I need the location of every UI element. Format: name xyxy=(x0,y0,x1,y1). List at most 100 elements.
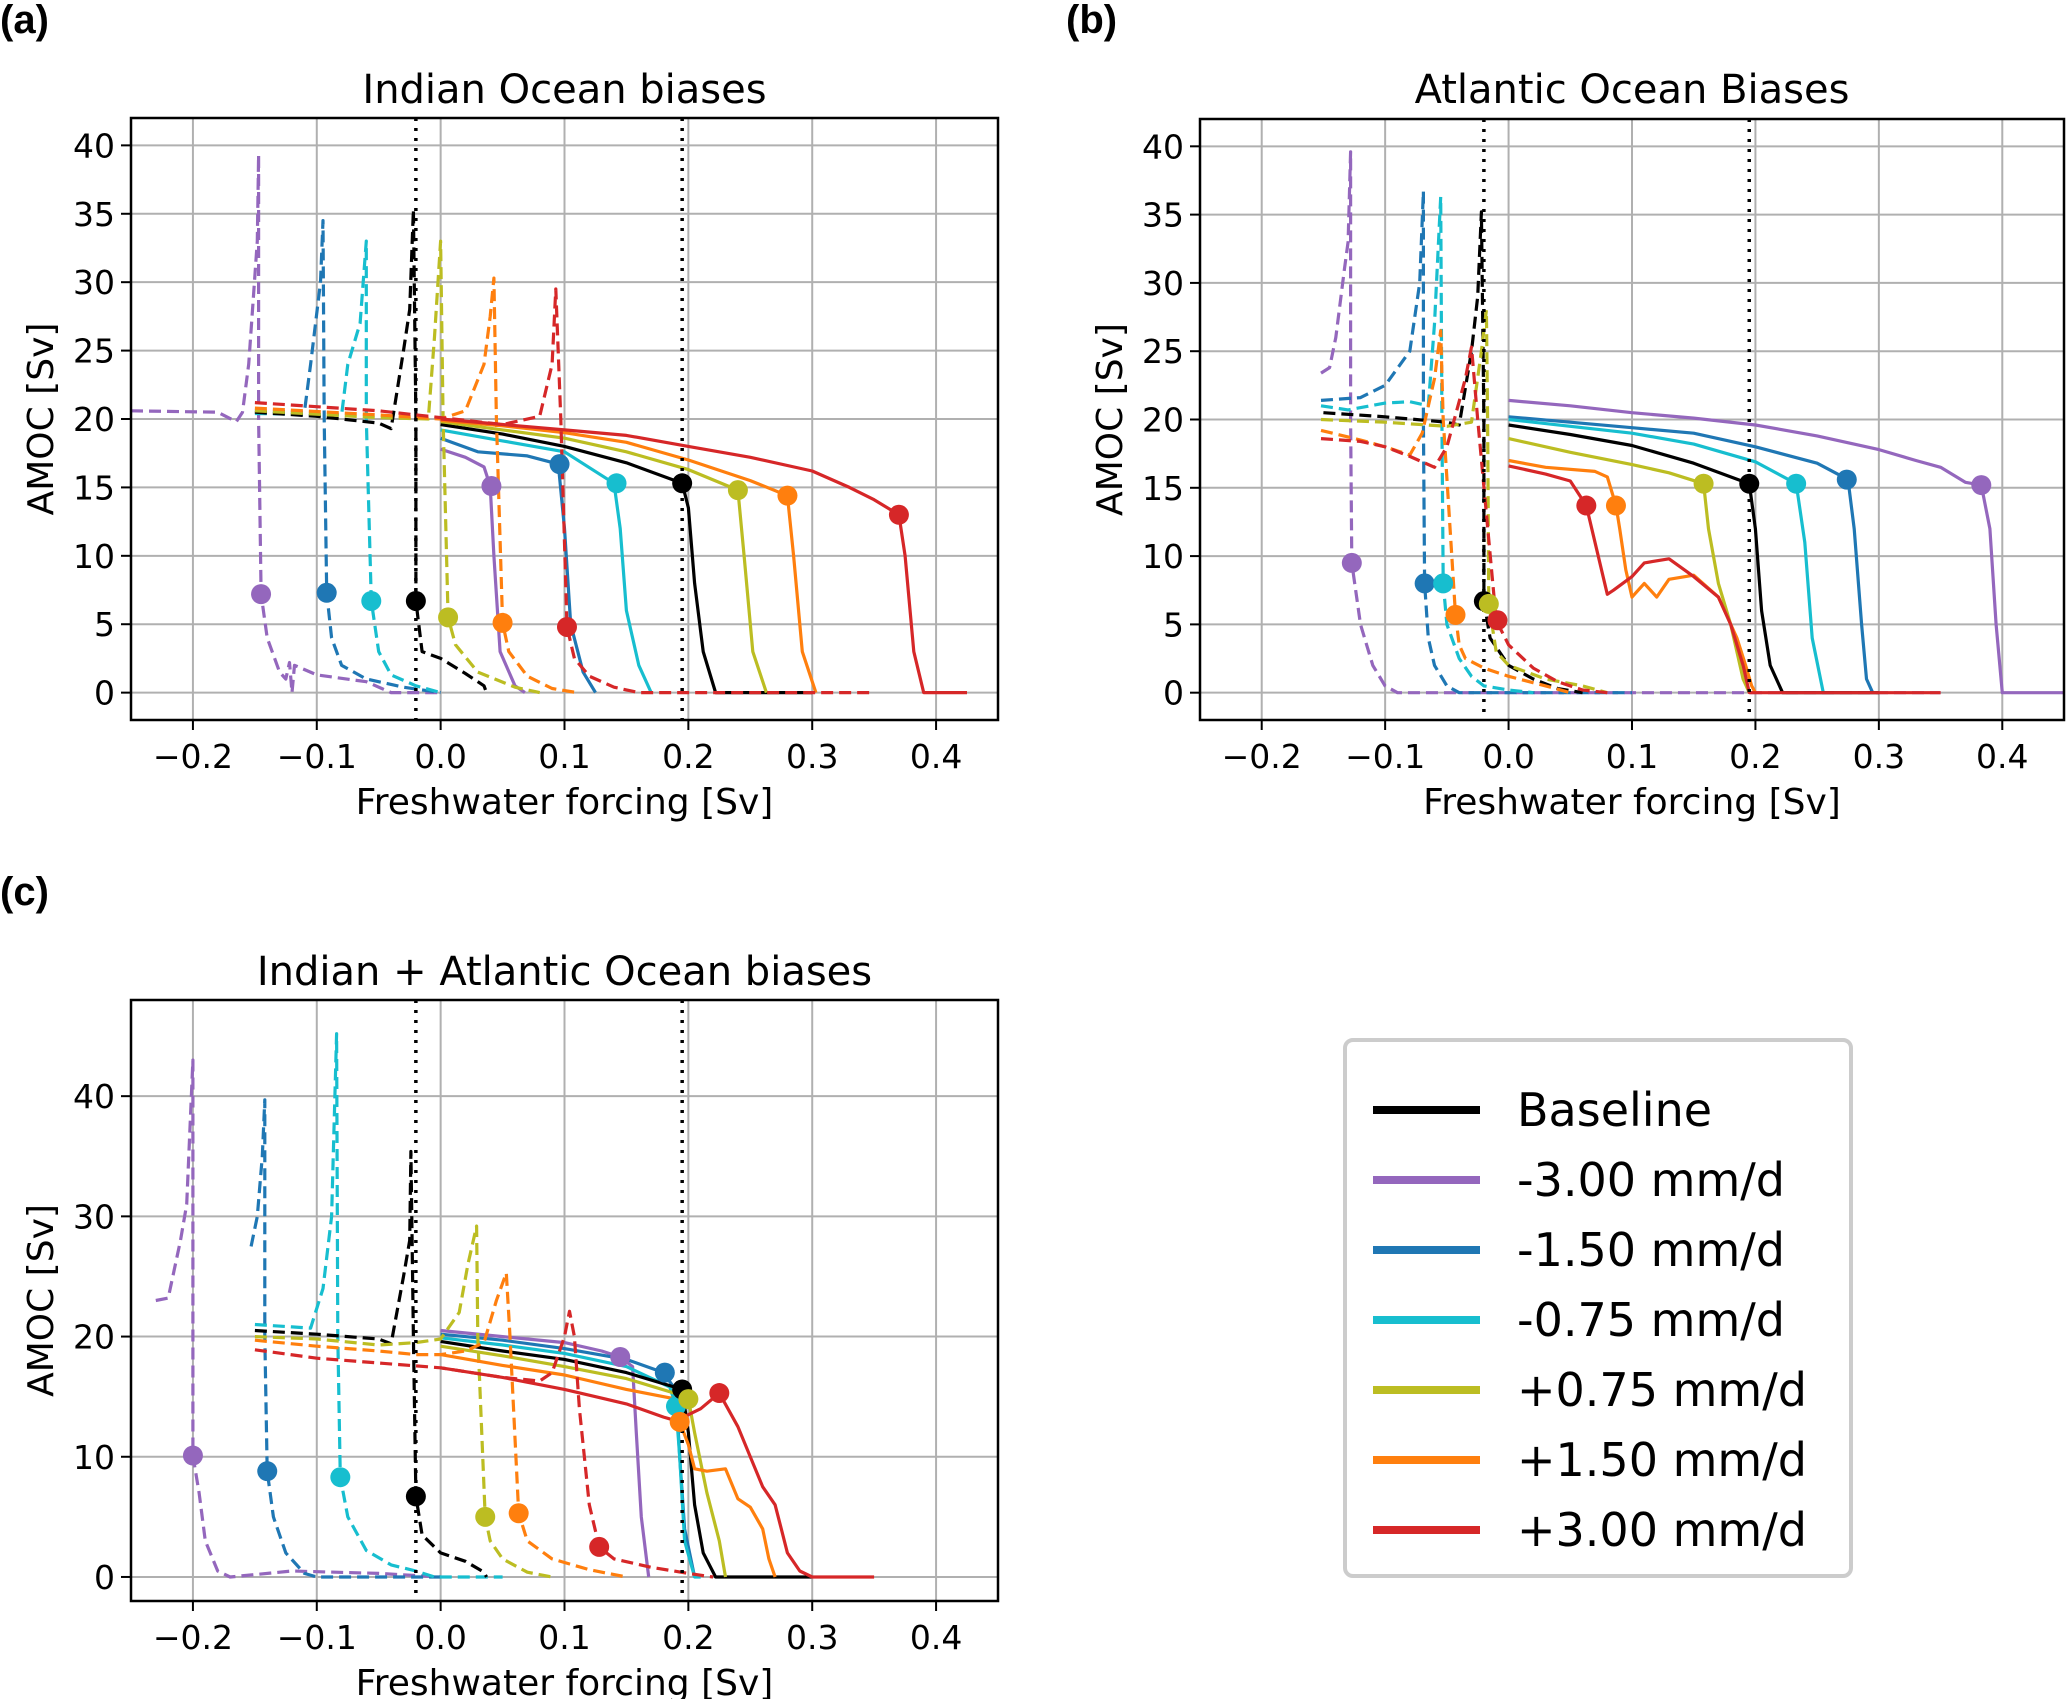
panel-label-c: (c) xyxy=(0,870,49,914)
series-p300-tipping-marker xyxy=(1576,495,1597,516)
legend-entry-p150: +1.50 mm/d xyxy=(1373,1430,1807,1490)
series-baseline-tipping-marker xyxy=(1739,473,1760,494)
series-p075-recovery-line xyxy=(254,1224,553,1579)
y-tick-label: 35 xyxy=(73,195,115,234)
x-tick-label: 0.2 xyxy=(1729,737,1781,776)
y-tick-label: 25 xyxy=(73,332,115,371)
series-p150-recovery-line xyxy=(1320,329,1571,695)
series-m300-recovery-line xyxy=(155,1058,441,1579)
series-baseline-recovery-line xyxy=(254,208,489,694)
y-tick-label: 15 xyxy=(1142,469,1184,508)
y-tick-label: 10 xyxy=(73,537,115,576)
series-m300-recovery-marker xyxy=(1341,552,1362,573)
series-p150-tipping-marker xyxy=(669,1411,690,1432)
series-p075-recovery-marker xyxy=(438,607,459,628)
series-p150-collapse-line xyxy=(1508,458,1757,694)
x-tick-label: 0.1 xyxy=(1606,737,1658,776)
series-m150-recovery-marker xyxy=(1414,573,1435,594)
legend-label: -1.50 mm/d xyxy=(1517,1223,1785,1277)
legend-swatch-m150 xyxy=(1373,1246,1480,1254)
legend-entry-m150: -1.50 mm/d xyxy=(1373,1220,1785,1280)
panel-c: −0.2 −0.1 0.0 0.1 0.2 0.3 0.4 0 10 20 30 40 Indian +… xyxy=(21,949,1000,1699)
x-tick-label: 0.2 xyxy=(662,737,714,776)
y-axis-label: AMOC [Sv] xyxy=(21,1204,62,1397)
series-m150-recovery-line xyxy=(249,1098,441,1579)
series-m300-tipping-marker xyxy=(610,1346,631,1367)
series-p300-recovery-line xyxy=(1320,345,1608,695)
x-tick-label: 0.4 xyxy=(910,1618,962,1657)
y-tick-label: 0 xyxy=(94,1558,115,1597)
legend-swatch-p300 xyxy=(1373,1526,1480,1534)
series-m075-collapse-line xyxy=(440,1336,701,1579)
series-m075-recovery-marker xyxy=(1433,573,1454,594)
series-baseline-recovery-line xyxy=(1323,210,1583,695)
y-tick-label: 5 xyxy=(94,605,115,644)
plot-area xyxy=(155,1000,875,1601)
x-tick-label: −0.1 xyxy=(277,1618,357,1657)
series-p075-tipping-marker xyxy=(678,1389,699,1410)
legend-swatch-p075 xyxy=(1373,1386,1480,1394)
axes-frame xyxy=(129,998,1000,1603)
legend-entry-m300: -3.00 mm/d xyxy=(1373,1150,1785,1210)
legend: Baseline -3.00 mm/d -1.50 mm/d -0.75 mm/… xyxy=(1343,1038,1853,1578)
series-m300-recovery-line xyxy=(1320,150,1941,695)
plot-area xyxy=(1320,119,2064,720)
series-p075-tipping-marker xyxy=(727,480,748,501)
x-tick-label: −0.2 xyxy=(153,1618,233,1657)
series-m075-recovery-line xyxy=(254,239,442,695)
x-tick-label: 0.3 xyxy=(786,1618,838,1657)
series-m300-recovery-marker xyxy=(251,584,272,605)
x-tick-label: 0.1 xyxy=(538,737,590,776)
x-tick-label: 0.2 xyxy=(662,1618,714,1657)
y-tick-label: 35 xyxy=(1142,196,1184,235)
series-m300-recovery-marker xyxy=(182,1445,203,1466)
series-p300-collapse-line xyxy=(440,417,967,695)
panel-label-a: (a) xyxy=(0,0,49,42)
series-p300-tipping-marker xyxy=(709,1383,730,1404)
series-p300-tipping-marker xyxy=(888,504,909,525)
legend-swatch-p150 xyxy=(1373,1456,1480,1464)
series-baseline-recovery-marker xyxy=(405,1486,426,1507)
y-tick-label: 15 xyxy=(73,468,115,507)
series-p075-collapse-line xyxy=(1508,437,1751,694)
series-p075-recovery-marker xyxy=(475,1506,496,1527)
series-m300-tipping-marker xyxy=(481,476,502,497)
legend-label: Baseline xyxy=(1517,1083,1713,1137)
x-tick-label: 0.1 xyxy=(538,1618,590,1657)
series-m300-collapse-line xyxy=(440,447,526,694)
panel-a: −0.2 −0.1 0.0 0.1 0.2 0.3 0.4 0 5 10 15 20 25 30 35 40 I… xyxy=(21,67,1000,823)
y-tick-label: 25 xyxy=(1142,332,1184,371)
legend-entry-m075: -0.75 mm/d xyxy=(1373,1290,1785,1350)
series-p075-collapse-line xyxy=(440,420,768,694)
x-tick-label: −0.2 xyxy=(1222,737,1302,776)
y-tick-label: 0 xyxy=(94,674,115,713)
legend-label: -3.00 mm/d xyxy=(1517,1153,1785,1207)
x-tick-label: −0.1 xyxy=(277,737,357,776)
series-p150-recovery-line xyxy=(254,1271,627,1579)
legend-entry-baseline: Baseline xyxy=(1373,1080,1712,1140)
legend-label: +0.75 mm/d xyxy=(1517,1363,1807,1417)
series-m075-tipping-marker xyxy=(1786,473,1807,494)
series-p150-collapse-line xyxy=(440,418,818,694)
legend-swatch-baseline xyxy=(1373,1106,1480,1114)
x-tick-label: 0.4 xyxy=(910,737,962,776)
legend-label: -0.75 mm/d xyxy=(1517,1293,1785,1347)
y-tick-label: 0 xyxy=(1163,674,1184,713)
x-tick-label: 0.0 xyxy=(414,737,466,776)
series-p300-recovery-line xyxy=(254,287,875,695)
series-p300-recovery-marker xyxy=(589,1536,610,1557)
series-p150-recovery-marker xyxy=(1445,604,1466,625)
y-tick-label: 10 xyxy=(1142,537,1184,576)
series-m150-tipping-marker xyxy=(654,1362,675,1383)
panel-b: −0.2 −0.1 0.0 0.1 0.2 0.3 0.4 0 5 10 15 20 25 30 35 40 A… xyxy=(1090,67,2066,823)
legend-entry-p075: +0.75 mm/d xyxy=(1373,1360,1807,1420)
legend-swatch-m300 xyxy=(1373,1176,1480,1184)
series-p075-tipping-marker xyxy=(1693,473,1714,494)
series-baseline-recovery-marker xyxy=(405,590,426,611)
series-baseline-collapse-line xyxy=(440,1339,813,1579)
y-tick-label: 40 xyxy=(73,126,115,165)
legend-label: +3.00 mm/d xyxy=(1517,1503,1807,1557)
y-tick-label: 20 xyxy=(1142,401,1184,440)
y-axis-label: AMOC [Sv] xyxy=(1090,323,1131,516)
y-tick-label: 10 xyxy=(73,1438,115,1477)
